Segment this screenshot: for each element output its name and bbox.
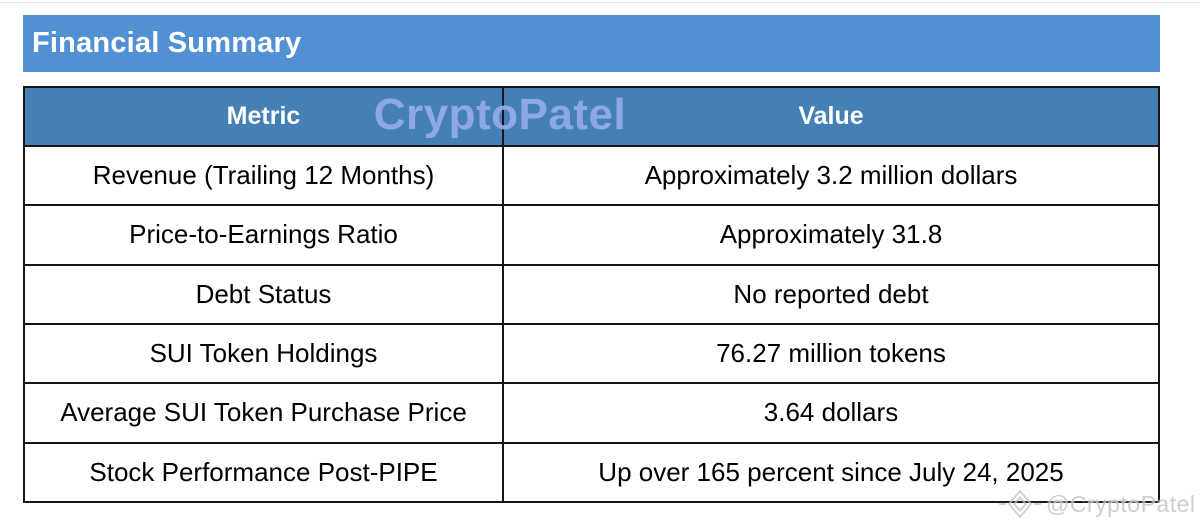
table-row: Stock Performance Post-PIPE Up over 165 … <box>23 441 1160 504</box>
value-cell: 3.64 dollars <box>502 382 1160 444</box>
metric-cell: Price-to-Earnings Ratio <box>23 204 504 266</box>
value-cell: Approximately 3.2 million dollars <box>502 144 1160 207</box>
table-row: Debt Status No reported debt <box>23 263 1160 325</box>
metric-cell: Debt Status <box>23 263 504 325</box>
financial-summary-table: Metric Value Revenue (Trailing 12 Months… <box>23 86 1160 504</box>
value-cell: Approximately 31.8 <box>502 204 1160 266</box>
value-cell: Up over 165 percent since July 24, 2025 <box>502 441 1160 504</box>
table-row: Revenue (Trailing 12 Months) Approximate… <box>23 144 1160 207</box>
table-row: Average SUI Token Purchase Price 3.64 do… <box>23 382 1160 444</box>
value-cell: No reported debt <box>502 263 1160 325</box>
column-header-metric: Metric <box>23 86 504 147</box>
column-header-value: Value <box>502 86 1160 147</box>
table-row: Price-to-Earnings Ratio Approximately 31… <box>23 204 1160 266</box>
table-row: SUI Token Holdings 76.27 million tokens <box>23 322 1160 385</box>
metric-cell: Average SUI Token Purchase Price <box>23 382 504 444</box>
metric-cell: Stock Performance Post-PIPE <box>23 441 504 504</box>
value-cell: 76.27 million tokens <box>502 322 1160 385</box>
table-header-row: Metric Value <box>23 86 1160 147</box>
metric-cell: Revenue (Trailing 12 Months) <box>23 144 504 207</box>
metric-cell: SUI Token Holdings <box>23 322 504 385</box>
page-title: Financial Summary <box>32 27 302 59</box>
title-bar: Financial Summary <box>23 15 1160 72</box>
